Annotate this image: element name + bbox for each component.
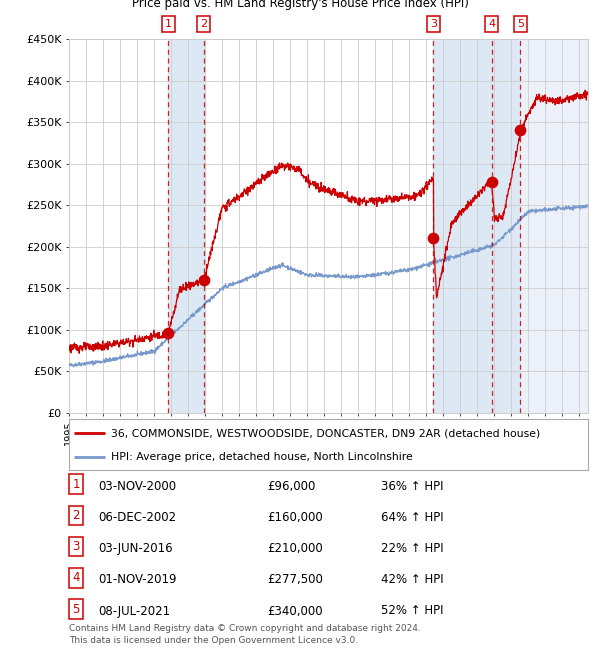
Text: This data is licensed under the Open Government Licence v3.0.: This data is licensed under the Open Gov… xyxy=(69,636,358,645)
Text: £160,000: £160,000 xyxy=(267,511,323,524)
Text: 08-JUL-2021: 08-JUL-2021 xyxy=(98,604,170,617)
Text: 03-JUN-2016: 03-JUN-2016 xyxy=(98,542,172,555)
Point xyxy=(515,125,525,136)
Bar xyxy=(433,39,491,413)
Text: 5: 5 xyxy=(73,603,80,616)
Text: 42% ↑ HPI: 42% ↑ HPI xyxy=(381,573,443,586)
Text: 03-NOV-2000: 03-NOV-2000 xyxy=(98,480,176,493)
Text: 4: 4 xyxy=(73,571,80,584)
Bar xyxy=(491,39,520,413)
Text: HPI: Average price, detached house, North Lincolnshire: HPI: Average price, detached house, Nort… xyxy=(110,452,412,462)
Bar xyxy=(520,39,588,413)
Text: £340,000: £340,000 xyxy=(267,604,323,617)
Text: Price paid vs. HM Land Registry's House Price Index (HPI): Price paid vs. HM Land Registry's House … xyxy=(131,0,469,10)
Text: 1: 1 xyxy=(165,20,172,29)
Point xyxy=(164,328,173,338)
Text: 36, COMMONSIDE, WESTWOODSIDE, DONCASTER, DN9 2AR (detached house): 36, COMMONSIDE, WESTWOODSIDE, DONCASTER,… xyxy=(110,428,540,439)
Text: Contains HM Land Registry data © Crown copyright and database right 2024.: Contains HM Land Registry data © Crown c… xyxy=(69,624,421,633)
Text: £96,000: £96,000 xyxy=(267,480,316,493)
Point xyxy=(199,275,209,285)
Text: 06-DEC-2002: 06-DEC-2002 xyxy=(98,511,176,524)
Text: 36% ↑ HPI: 36% ↑ HPI xyxy=(381,480,443,493)
Text: 22% ↑ HPI: 22% ↑ HPI xyxy=(381,542,443,555)
Text: £277,500: £277,500 xyxy=(267,573,323,586)
Text: 52% ↑ HPI: 52% ↑ HPI xyxy=(381,604,443,617)
Text: 3: 3 xyxy=(430,20,437,29)
Point xyxy=(428,233,438,244)
Text: 01-NOV-2019: 01-NOV-2019 xyxy=(98,573,176,586)
Point xyxy=(487,177,496,187)
Text: 5: 5 xyxy=(517,20,524,29)
Text: £210,000: £210,000 xyxy=(267,542,323,555)
Text: 64% ↑ HPI: 64% ↑ HPI xyxy=(381,511,443,524)
Bar xyxy=(169,39,204,413)
Text: 1: 1 xyxy=(73,478,80,491)
Text: 2: 2 xyxy=(200,20,208,29)
Text: 2: 2 xyxy=(73,509,80,522)
Text: 3: 3 xyxy=(73,540,80,553)
Text: 4: 4 xyxy=(488,20,495,29)
